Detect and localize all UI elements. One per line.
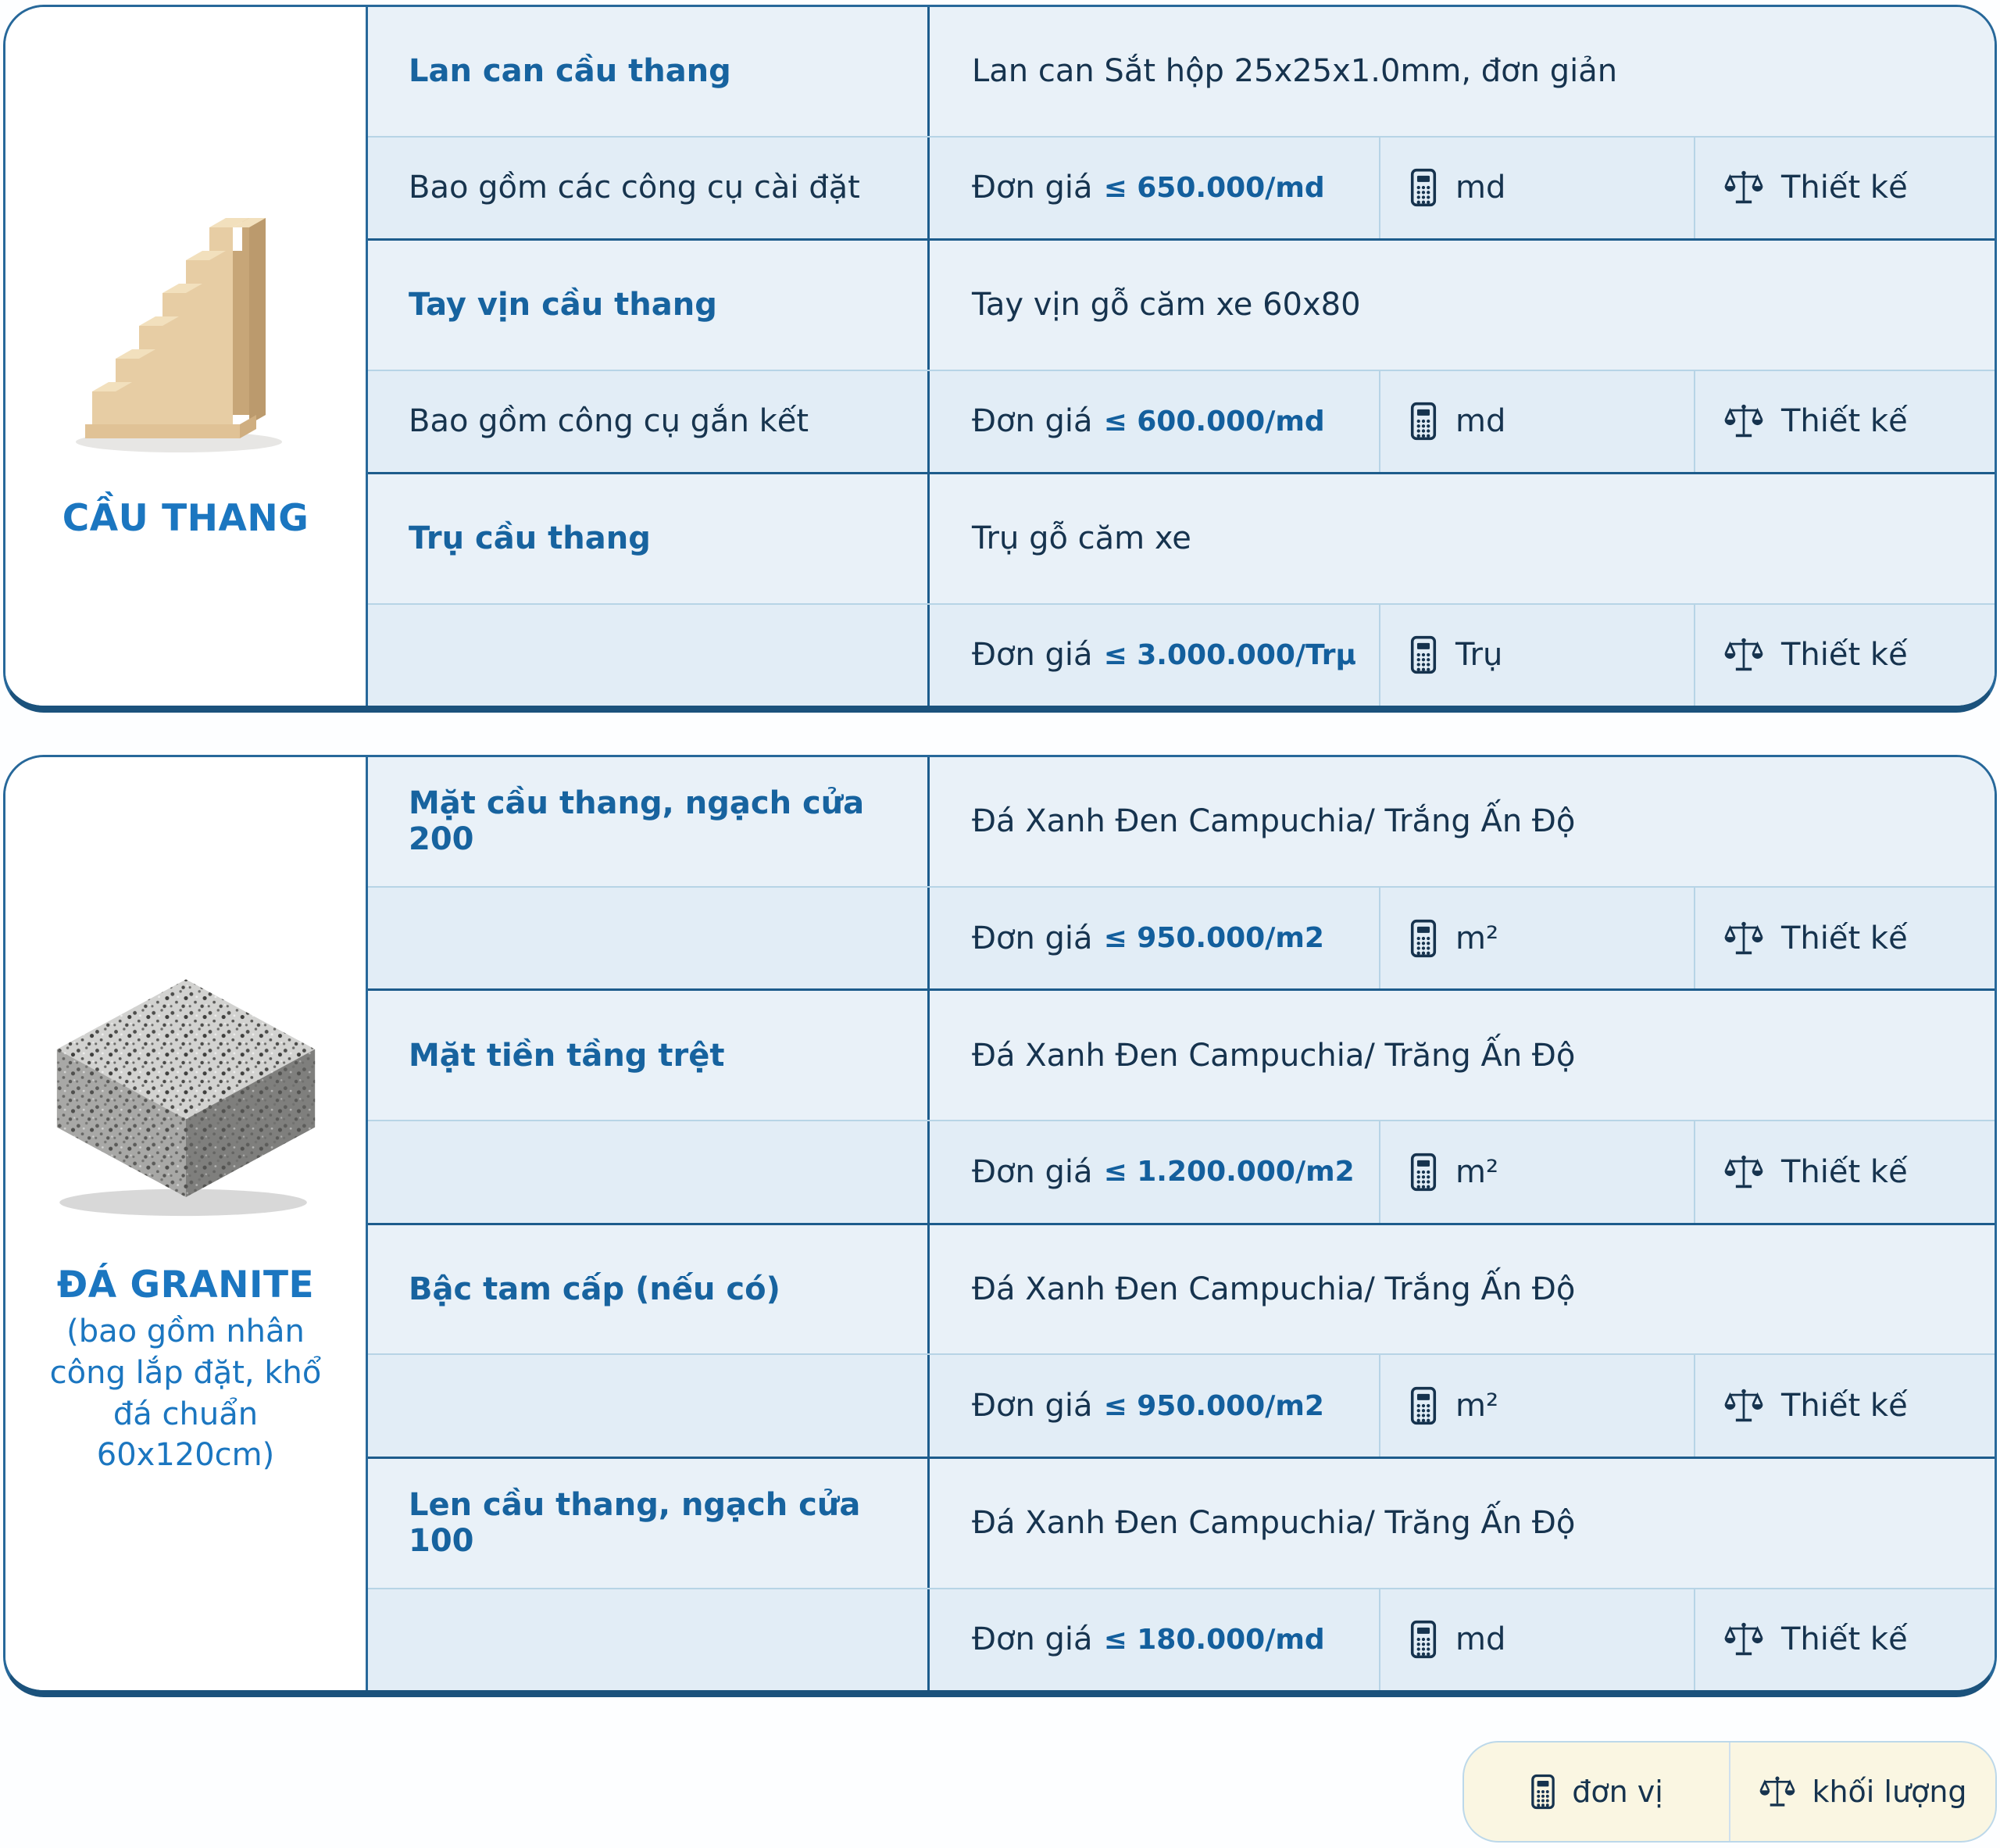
table-row: Đơn giá ≤ 3.000.000/Trµ Trụ Thiết kế bbox=[368, 604, 1995, 706]
item-name: Tay vịn cầu thang bbox=[409, 287, 717, 323]
item-description: Lan can Sắt hộp 25x25x1.0mm, đơn giản bbox=[972, 53, 1618, 90]
scale-icon bbox=[1724, 171, 1763, 204]
price-prefix: Đơn giá bbox=[972, 637, 1093, 674]
table-row: Trụ cầu thang Trụ gỗ căm xe bbox=[368, 474, 1995, 605]
price-value: ≤ 950.000/m2 bbox=[1103, 1389, 1324, 1422]
table-group: Bậc tam cấp (nếu có) Đá Xanh Đen Campuch… bbox=[368, 1224, 1995, 1459]
card-subtitle: (bao gồm nhân công lắp đặt, khổ đá chuẩn… bbox=[49, 1313, 322, 1474]
calculator-icon bbox=[1410, 169, 1437, 207]
stairs-side-panel: CẦU THANG bbox=[5, 7, 368, 706]
table-row: Lan can cầu thang Lan can Sắt hộp 25x25x… bbox=[368, 7, 1995, 138]
granite-image bbox=[56, 979, 315, 1217]
price-value: ≤ 600.000/md bbox=[1103, 405, 1325, 438]
item-name: Mặt cầu thang, ngạch cửa 200 bbox=[409, 785, 865, 858]
unit-value: Trụ bbox=[1455, 637, 1503, 674]
price-value: ≤ 650.000/md bbox=[1103, 171, 1325, 204]
scale-icon bbox=[1760, 1776, 1795, 1807]
table-row: Mặt cầu thang, ngạch cửa 200 Đá Xanh Đen… bbox=[368, 757, 1995, 888]
calculator-icon bbox=[1410, 1386, 1437, 1425]
table-group: Len cầu thang, ngạch cửa 100 Đá Xanh Đen… bbox=[368, 1458, 1995, 1690]
design-label: Thiết kế bbox=[1781, 1388, 1908, 1424]
granite-table: Mặt cầu thang, ngạch cửa 200 Đá Xanh Đen… bbox=[368, 757, 1995, 1690]
design-label: Thiết kế bbox=[1781, 1621, 1908, 1658]
card-title: ĐÁ GRANITE bbox=[56, 1263, 315, 1306]
item-tools-note: Bao gồm công cụ gắn kết bbox=[409, 403, 809, 440]
card-title: CẦU THANG bbox=[62, 496, 309, 540]
calculator-icon bbox=[1410, 636, 1437, 674]
unit-value: md bbox=[1455, 1621, 1506, 1658]
item-name: Len cầu thang, ngạch cửa 100 bbox=[409, 1487, 861, 1560]
price-prefix: Đơn giá bbox=[972, 1388, 1093, 1424]
item-name: Mặt tiền tầng trệt bbox=[409, 1037, 725, 1074]
calculator-icon bbox=[1410, 1621, 1437, 1659]
item-description: Trụ gỗ căm xe bbox=[972, 520, 1191, 557]
design-label: Thiết kế bbox=[1781, 637, 1908, 674]
calculator-icon bbox=[1531, 1774, 1555, 1810]
table-row: Đơn giá ≤ 950.000/m2 m² Thiết kế bbox=[368, 887, 1995, 989]
item-name: Bậc tam cấp (nếu có) bbox=[409, 1271, 780, 1307]
item-description: Đá Xanh Đen Campuchia/ Trắng Ấn Độ bbox=[972, 1271, 1576, 1307]
scale-icon bbox=[1724, 1623, 1763, 1656]
item-tools-note: Bao gồm các công cụ cài đặt bbox=[409, 170, 860, 206]
price-prefix: Đơn giá bbox=[972, 403, 1093, 440]
price-prefix: Đơn giá bbox=[972, 920, 1093, 956]
table-row: Mặt tiền tầng trệt Đá Xanh Đen Campuchia… bbox=[368, 991, 1995, 1122]
item-description: Đá Xanh Đen Campuchia/ Trắng Ấn Độ bbox=[972, 803, 1576, 840]
scale-icon bbox=[1724, 405, 1763, 438]
unit-value: m² bbox=[1455, 1153, 1498, 1190]
item-description: Đá Xanh Đen Campuchia/ Trăng Ấn Độ bbox=[972, 1505, 1576, 1542]
calculator-icon bbox=[1410, 919, 1437, 957]
scale-icon bbox=[1724, 921, 1763, 954]
calculator-icon bbox=[1410, 1153, 1437, 1191]
design-label: Thiết kế bbox=[1781, 1153, 1908, 1190]
legend-weight: khối lượng bbox=[1730, 1743, 1995, 1841]
table-group: Lan can cầu thang Lan can Sắt hộp 25x25x… bbox=[368, 7, 1995, 241]
price-prefix: Đơn giá bbox=[972, 170, 1093, 206]
design-label: Thiết kế bbox=[1781, 403, 1908, 440]
unit-value: md bbox=[1455, 170, 1506, 206]
table-group: Mặt cầu thang, ngạch cửa 200 Đá Xanh Đen… bbox=[368, 757, 1995, 992]
price-prefix: Đơn giá bbox=[972, 1153, 1093, 1190]
stairs-image bbox=[75, 217, 282, 452]
legend-unit: đơn vị bbox=[1464, 1743, 1730, 1841]
price-value: ≤ 180.000/md bbox=[1103, 1623, 1325, 1656]
table-row: Đơn giá ≤ 950.000/m2 m² Thiết kế bbox=[368, 1355, 1995, 1457]
unit-value: m² bbox=[1455, 1388, 1498, 1424]
unit-value: md bbox=[1455, 403, 1506, 440]
legend-unit-label: đơn vị bbox=[1572, 1775, 1663, 1809]
pricing-card-stairs: CẦU THANG Lan can cầu thang Lan can Sắt … bbox=[3, 5, 1997, 713]
table-row: Đơn giá ≤ 180.000/md md Thiết kế bbox=[368, 1589, 1995, 1690]
table-row: Len cầu thang, ngạch cửa 100 Đá Xanh Đen… bbox=[368, 1458, 1995, 1589]
price-value: ≤ 1.200.000/m2 bbox=[1103, 1156, 1355, 1189]
price-value: ≤ 3.000.000/Trµ bbox=[1103, 638, 1356, 671]
calculator-icon bbox=[1410, 402, 1437, 441]
legend-weight-label: khối lượng bbox=[1812, 1775, 1967, 1809]
item-description: Tay vịn gỗ căm xe 60x80 bbox=[972, 287, 1361, 323]
item-name: Trụ cầu thang bbox=[409, 520, 651, 557]
legend: đơn vị khối lượng bbox=[1462, 1741, 1997, 1843]
table-group: Tay vịn cầu thang Tay vịn gỗ căm xe 60x8… bbox=[368, 241, 1995, 474]
table-row: Bao gồm các công cụ cài đặt Đơn giá ≤ 65… bbox=[368, 137, 1995, 238]
pricing-card-granite: ĐÁ GRANITE (bao gồm nhân công lắp đặt, k… bbox=[3, 755, 1997, 1697]
item-name: Lan can cầu thang bbox=[409, 53, 731, 90]
granite-side-panel: ĐÁ GRANITE (bao gồm nhân công lắp đặt, k… bbox=[5, 757, 368, 1690]
table-group: Trụ cầu thang Trụ gỗ căm xe Đơn giá ≤ 3.… bbox=[368, 474, 1995, 706]
table-row: Bao gồm công cụ gắn kết Đơn giá ≤ 600.00… bbox=[368, 370, 1995, 472]
table-row: Tay vịn cầu thang Tay vịn gỗ căm xe 60x8… bbox=[368, 241, 1995, 371]
table-group: Mặt tiền tầng trệt Đá Xanh Đen Campuchia… bbox=[368, 991, 1995, 1225]
design-label: Thiết kế bbox=[1781, 170, 1908, 206]
scale-icon bbox=[1724, 1389, 1763, 1422]
scale-icon bbox=[1724, 638, 1763, 671]
table-row: Đơn giá ≤ 1.200.000/m2 m² Thiết kế bbox=[368, 1121, 1995, 1223]
design-label: Thiết kế bbox=[1781, 920, 1908, 956]
unit-value: m² bbox=[1455, 920, 1498, 956]
scale-icon bbox=[1724, 1155, 1763, 1189]
item-description: Đá Xanh Đen Campuchia/ Trăng Ấn Độ bbox=[972, 1037, 1576, 1074]
stairs-table: Lan can cầu thang Lan can Sắt hộp 25x25x… bbox=[368, 7, 1995, 706]
price-prefix: Đơn giá bbox=[972, 1621, 1093, 1658]
price-value: ≤ 950.000/m2 bbox=[1103, 922, 1324, 955]
table-row: Bậc tam cấp (nếu có) Đá Xanh Đen Campuch… bbox=[368, 1224, 1995, 1356]
